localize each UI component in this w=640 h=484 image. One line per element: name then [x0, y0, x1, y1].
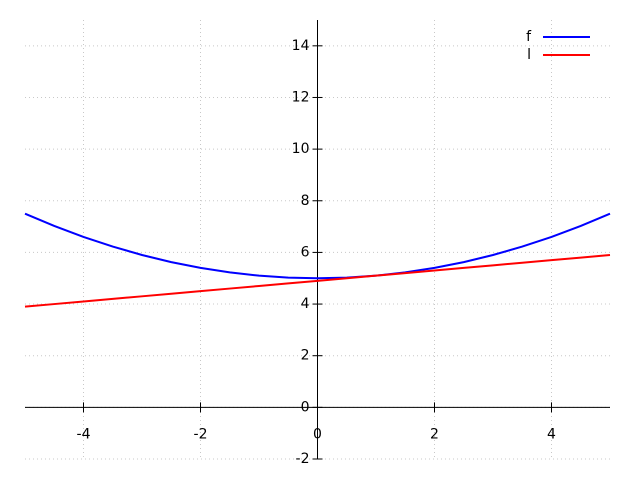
y-tick-label: 2: [301, 348, 310, 364]
x-tick-label: -4: [77, 426, 91, 442]
y-tick-label: 8: [301, 193, 310, 209]
y-tick-label: 10: [292, 141, 310, 157]
y-tick-label: 14: [292, 38, 310, 54]
x-tick-label: -2: [194, 426, 208, 442]
x-tick-label: 4: [547, 426, 556, 442]
y-tick-label: -2: [296, 451, 310, 467]
series-line: [24, 253, 611, 308]
y-tick-label: 6: [301, 244, 310, 260]
legend-label: l: [527, 47, 531, 63]
x-tick-label: 2: [430, 426, 439, 442]
y-tick-label: 12: [292, 89, 310, 105]
y-tick-label: 4: [301, 296, 310, 312]
legend-label: f: [526, 29, 532, 45]
series-line: [24, 212, 611, 280]
